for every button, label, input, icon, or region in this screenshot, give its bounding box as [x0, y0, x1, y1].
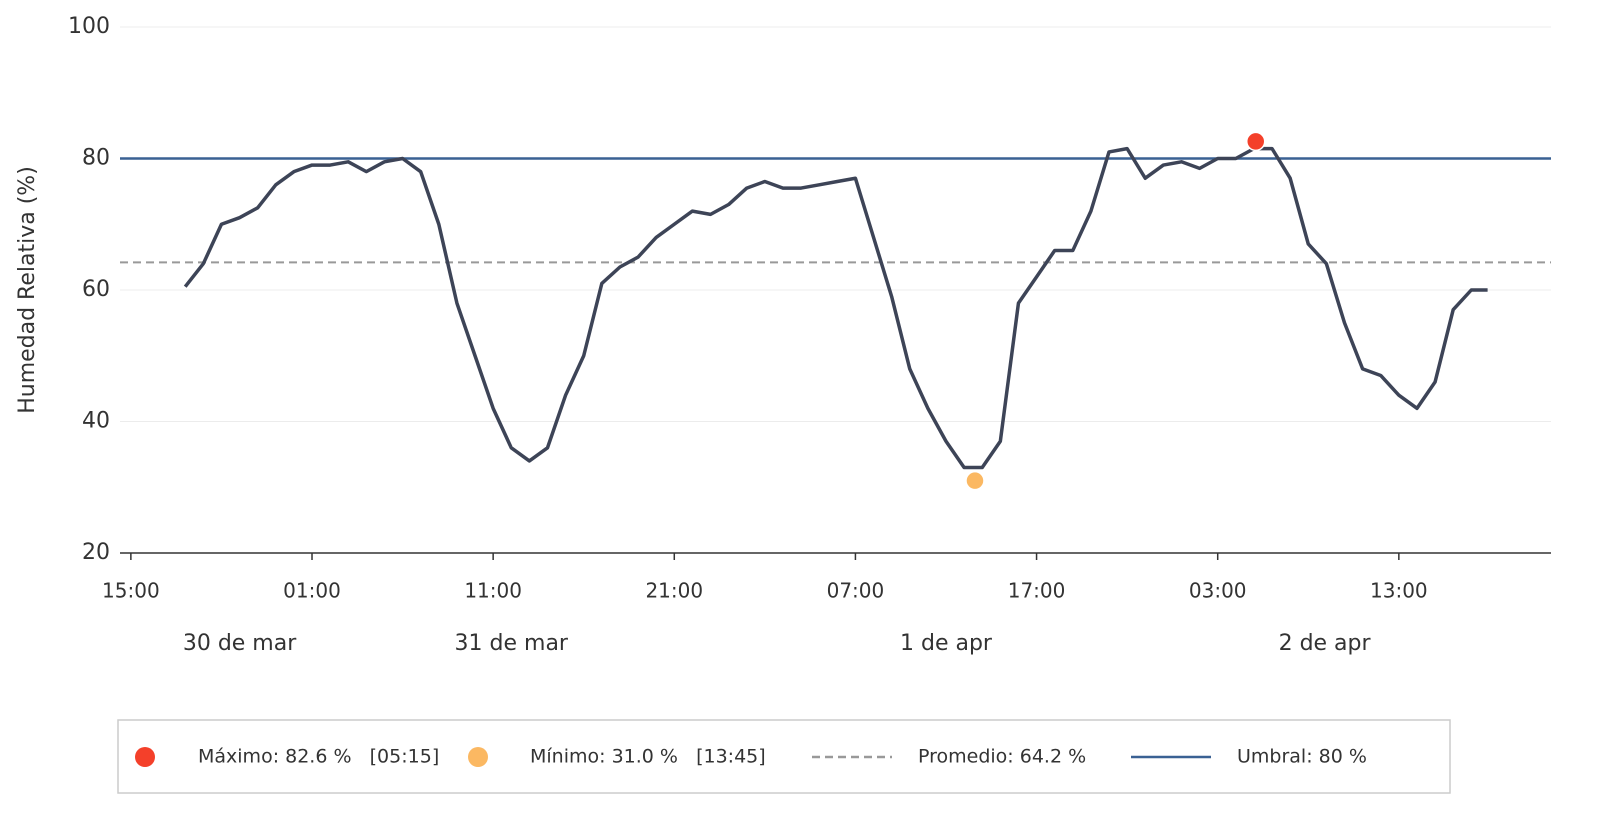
legend-label: Promedio: 64.2 % — [918, 746, 1086, 768]
data-line — [183, 146, 1488, 470]
x-tick-label: 07:00 — [827, 579, 885, 603]
x-tick-label: 13:00 — [1370, 579, 1428, 603]
legend-label: Máximo: 82.6 % [05:15] — [198, 746, 439, 768]
y-tick-label: 80 — [82, 146, 110, 171]
legend-label: Umbral: 80 % — [1237, 746, 1367, 768]
x-tick-label: 11:00 — [464, 579, 522, 603]
extreme-marker — [965, 470, 985, 491]
legend-label: Mínimo: 31.0 % [13:45] — [530, 746, 766, 768]
legend-symbol — [135, 747, 155, 767]
y-axis-label: Humedad Relativa (%) — [15, 166, 40, 414]
date-label: 30 de mar — [183, 631, 297, 656]
y-tick-label: 100 — [68, 14, 110, 39]
legend-box — [117, 719, 1451, 794]
date-label: 2 de apr — [1279, 631, 1372, 656]
extreme-marker — [1245, 131, 1266, 152]
x-tick-label: 17:00 — [1008, 579, 1066, 603]
y-tick-label: 20 — [82, 540, 110, 565]
date-label: 1 de apr — [900, 631, 993, 656]
x-tick-label: 21:00 — [645, 579, 703, 603]
x-tick-label: 15:00 — [102, 579, 160, 603]
y-tick-label: 60 — [82, 277, 110, 302]
y-tick-label: 40 — [82, 409, 110, 434]
legend-symbol — [468, 747, 488, 767]
date-label: 31 de mar — [455, 631, 569, 656]
x-tick-label: 01:00 — [283, 579, 341, 603]
x-tick-label: 03:00 — [1189, 579, 1247, 603]
